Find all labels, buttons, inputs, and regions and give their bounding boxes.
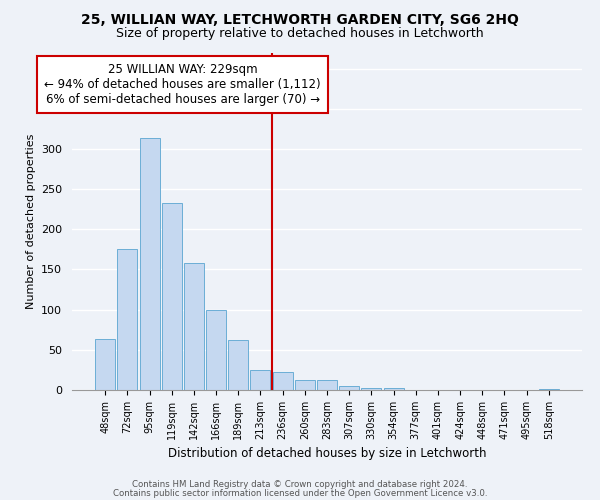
Text: 25 WILLIAN WAY: 229sqm
← 94% of detached houses are smaller (1,112)
6% of semi-d: 25 WILLIAN WAY: 229sqm ← 94% of detached…	[44, 63, 321, 106]
Bar	[162, 203, 182, 390]
Bar	[206, 310, 226, 390]
Text: Contains public sector information licensed under the Open Government Licence v3: Contains public sector information licen…	[113, 488, 487, 498]
Text: Size of property relative to detached houses in Letchworth: Size of property relative to detached ho…	[116, 28, 484, 40]
Bar	[250, 370, 271, 390]
Bar	[184, 263, 204, 390]
Bar	[339, 386, 359, 390]
Text: Contains HM Land Registry data © Crown copyright and database right 2024.: Contains HM Land Registry data © Crown c…	[132, 480, 468, 489]
Bar	[140, 138, 160, 390]
Bar	[539, 389, 559, 390]
Bar	[118, 250, 137, 390]
Bar	[95, 340, 115, 390]
Bar	[317, 380, 337, 390]
Y-axis label: Number of detached properties: Number of detached properties	[26, 134, 35, 309]
Bar	[361, 388, 382, 390]
Bar	[295, 380, 315, 390]
Text: 25, WILLIAN WAY, LETCHWORTH GARDEN CITY, SG6 2HQ: 25, WILLIAN WAY, LETCHWORTH GARDEN CITY,…	[81, 12, 519, 26]
Bar	[383, 388, 404, 390]
Bar	[272, 372, 293, 390]
Bar	[228, 340, 248, 390]
X-axis label: Distribution of detached houses by size in Letchworth: Distribution of detached houses by size …	[168, 448, 486, 460]
